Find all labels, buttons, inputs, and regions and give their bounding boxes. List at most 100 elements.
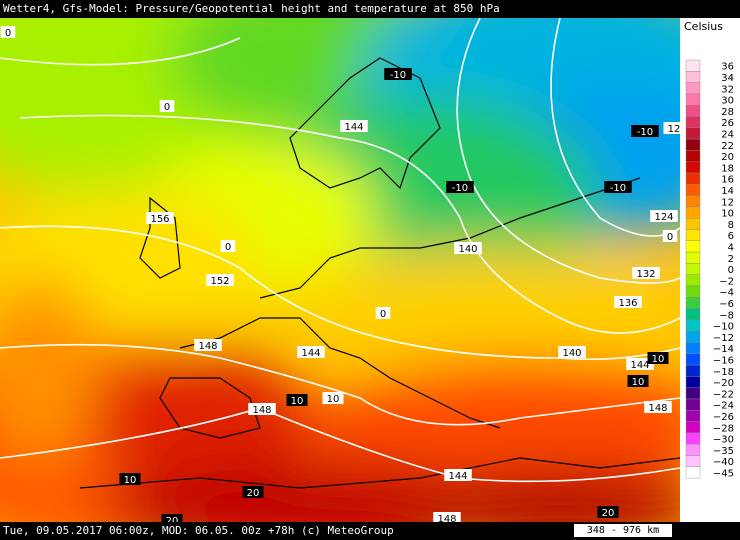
contour-label: 12 <box>668 124 680 135</box>
contour-label: 10 <box>632 377 645 388</box>
contour-label: 124 <box>654 212 673 223</box>
legend-label: −40 <box>713 457 734 468</box>
legend-swatch <box>685 172 701 185</box>
label-box <box>0 26 16 38</box>
label-box <box>647 352 669 364</box>
label-box <box>433 512 461 522</box>
contour-label: 20 <box>602 508 615 519</box>
contour-label: 0 <box>667 232 673 243</box>
legend-label: 18 <box>721 163 734 174</box>
legend-swatch <box>685 285 701 298</box>
legend-swatch <box>685 71 701 83</box>
contour-label: 136 <box>618 298 637 309</box>
contour-label: 148 <box>437 514 456 522</box>
label-box <box>662 230 678 242</box>
footer-text: Tue, 09.05.2017 06:00z, MOD: 06.05. 00z … <box>3 524 394 537</box>
label-box <box>384 68 412 80</box>
contour-label: 0 <box>380 309 386 320</box>
legend-label: −18 <box>713 367 734 378</box>
legend-label: −22 <box>713 389 734 400</box>
legend-label: −8 <box>719 310 734 321</box>
legend-label: 0 <box>728 265 734 276</box>
legend-label: −14 <box>713 344 734 355</box>
legend-label: 34 <box>721 73 734 84</box>
label-box <box>597 506 619 518</box>
legend-swatch <box>685 308 701 321</box>
label-box <box>631 125 659 137</box>
contour-label: 140 <box>458 244 477 255</box>
contour-label: 140 <box>562 348 581 359</box>
contour-label: 148 <box>198 341 217 352</box>
contour-label: 20 <box>247 488 260 499</box>
label-box <box>627 375 649 387</box>
contour-label: -10 <box>637 127 653 138</box>
label-box <box>444 469 472 481</box>
label-box <box>297 346 325 358</box>
scale-box: 348 - 976 km <box>574 524 672 537</box>
label-box <box>146 212 174 224</box>
label-box <box>220 240 236 252</box>
legend-swatch <box>685 59 701 72</box>
legend-swatch <box>685 410 701 422</box>
label-box <box>340 120 368 132</box>
legend-label: 2 <box>728 254 734 265</box>
legend-label: −12 <box>713 333 734 344</box>
legend-label: −30 <box>713 435 734 446</box>
contour-label: 144 <box>630 360 649 371</box>
header-bar: Wetter4, Gfs-Model: Pressure/Geopotentia… <box>0 0 740 18</box>
legend-label: 12 <box>721 197 734 208</box>
contour-label: 144 <box>301 348 320 359</box>
legend-swatch <box>685 319 701 332</box>
legend-label: 36 <box>721 62 734 73</box>
label-box <box>375 307 391 319</box>
legend-label: 6 <box>728 231 734 242</box>
legend-swatch <box>685 387 701 400</box>
contour-label: 0 <box>225 242 231 253</box>
label-box <box>248 403 276 415</box>
legend-label: −20 <box>713 378 734 389</box>
label-box <box>644 401 672 413</box>
legend-swatch <box>685 331 701 343</box>
contour-label: 144 <box>448 471 467 482</box>
legend-swatch <box>685 398 701 411</box>
contour-label: 132 <box>636 269 655 280</box>
legend-swatch <box>685 184 701 196</box>
legend-swatch <box>685 251 701 264</box>
legend: Celsius 36 34 32 30 28 26 24 22 20 18 16 14 12 10 8 6 4 2… <box>680 18 740 522</box>
contour-label: 0 <box>164 102 170 113</box>
legend-label: −4 <box>719 288 734 299</box>
contour-label: 10 <box>291 396 304 407</box>
pressure-center: H <box>662 524 669 537</box>
label-box <box>614 296 642 308</box>
contour-label: 156 <box>150 214 169 225</box>
legend-label: 28 <box>721 107 734 118</box>
legend-swatch <box>685 138 701 151</box>
legend-swatch <box>685 217 701 230</box>
legend-label: 14 <box>721 186 734 197</box>
label-box <box>242 486 264 498</box>
label-box <box>206 274 234 286</box>
contour-label: 148 <box>252 405 271 416</box>
contour-label: -10 <box>390 70 406 81</box>
legend-swatch <box>685 161 701 174</box>
contour-label: 20 <box>166 516 179 522</box>
legend-swatch <box>685 104 701 117</box>
label-box <box>159 100 175 112</box>
contour-label: 10 <box>652 354 665 365</box>
contour-label: 152 <box>210 276 229 287</box>
legend-swatch <box>685 353 701 366</box>
header-title: Wetter4, Gfs-Model: Pressure/Geopotentia… <box>3 2 500 15</box>
contour-label: -10 <box>452 183 468 194</box>
legend-swatch <box>685 432 701 445</box>
label-box <box>322 392 344 404</box>
legend-label: 4 <box>728 242 734 253</box>
contour-label: -10 <box>610 183 626 194</box>
label-box <box>626 358 654 370</box>
legend-label: −28 <box>713 423 734 434</box>
legend-swatch <box>685 127 701 140</box>
legend-label: −24 <box>713 401 734 412</box>
legend-swatch <box>685 297 701 309</box>
legend-swatch <box>685 342 701 355</box>
legend-label: −26 <box>713 412 734 423</box>
